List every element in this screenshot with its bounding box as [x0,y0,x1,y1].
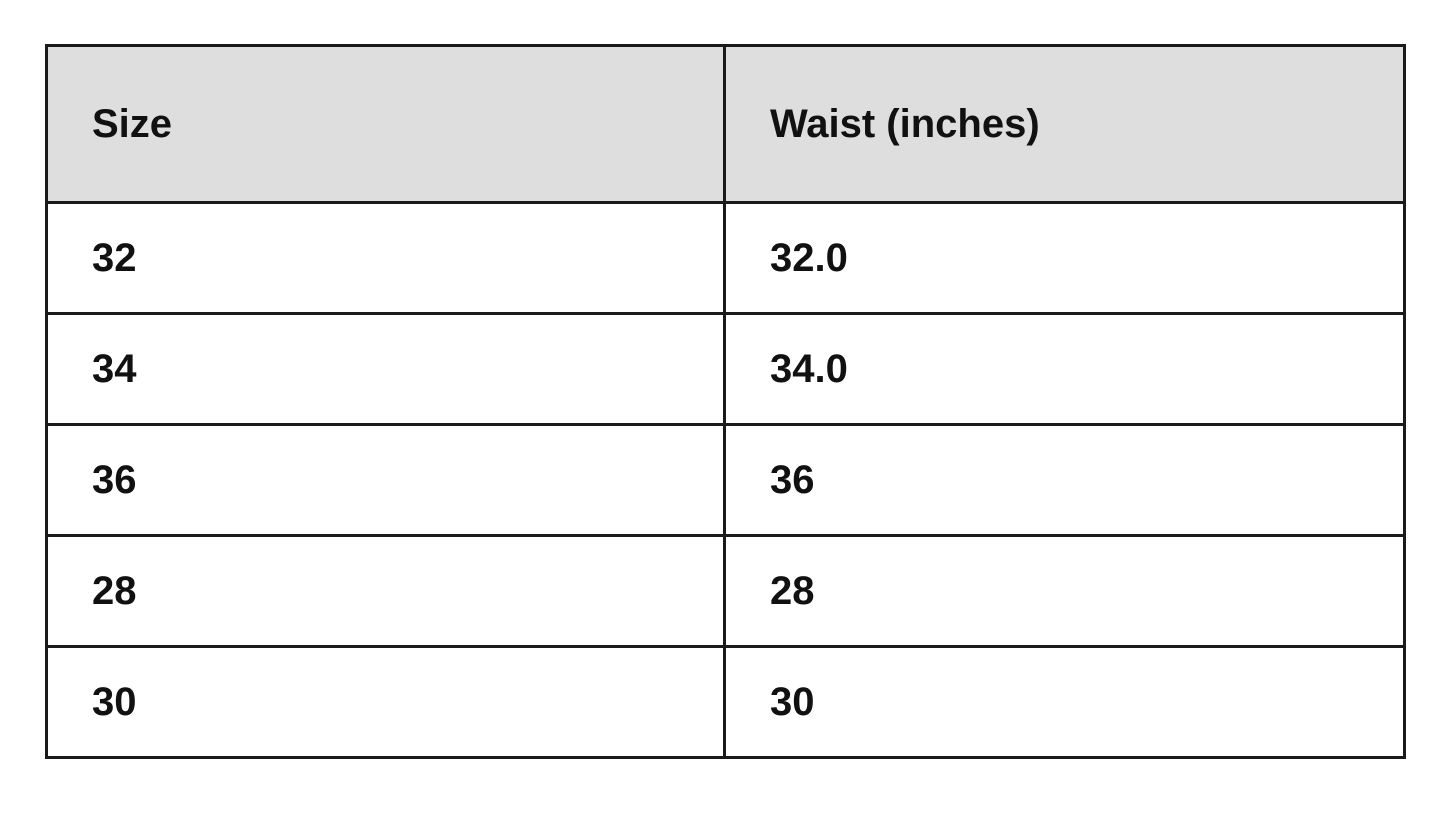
cell-size: 36 [45,423,726,537]
cell-waist: 28 [723,534,1406,648]
cell-waist: 30 [723,645,1406,759]
table-row: 28 28 [45,534,1406,648]
size-table: Size Waist (inches) 32 32.0 34 34.0 36 3… [45,44,1406,759]
cell-waist: 36 [723,423,1406,537]
cell-size: 30 [45,645,726,759]
cell-size: 32 [45,201,726,315]
table-row: 36 36 [45,423,1406,537]
cell-waist: 34.0 [723,312,1406,426]
header-row: Size Waist (inches) [45,44,1406,204]
cell-size: 28 [45,534,726,648]
table-row: 34 34.0 [45,312,1406,426]
header-waist: Waist (inches) [723,44,1406,204]
table-row: 30 30 [45,645,1406,759]
cell-waist: 32.0 [723,201,1406,315]
cell-size: 34 [45,312,726,426]
header-size: Size [45,44,726,204]
table-row: 32 32.0 [45,201,1406,315]
